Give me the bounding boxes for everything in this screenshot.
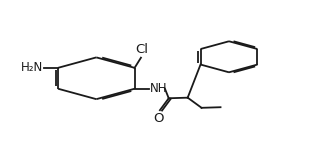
Text: O: O bbox=[153, 112, 164, 125]
Text: NH: NH bbox=[150, 82, 167, 95]
Text: H₂N: H₂N bbox=[21, 61, 43, 74]
Text: Cl: Cl bbox=[136, 43, 149, 56]
